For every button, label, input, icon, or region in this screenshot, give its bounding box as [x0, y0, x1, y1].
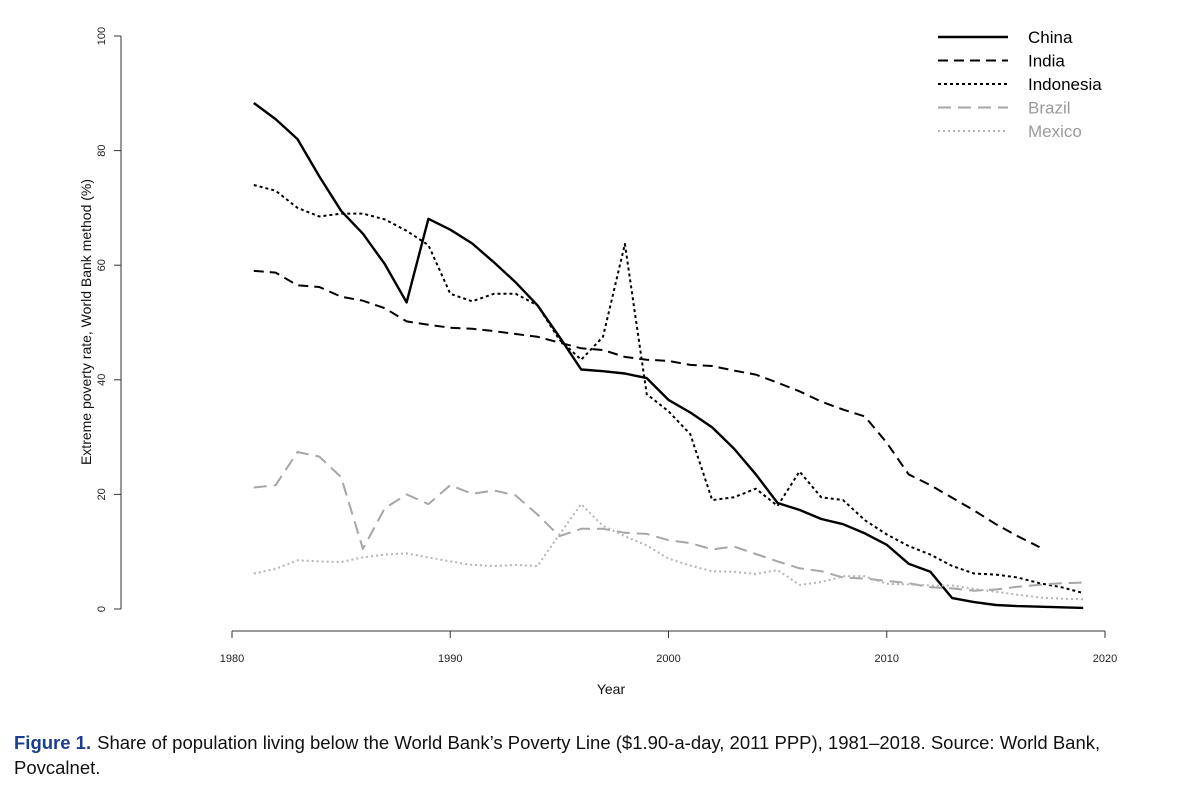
series-line-brazil	[253, 451, 1084, 592]
x-tick-label: 1980	[220, 653, 244, 665]
y-tick-label: 40	[96, 374, 108, 386]
x-tick-label: 2020	[1093, 653, 1117, 665]
plot-lines	[253, 102, 1084, 610]
x-tick-label: 1990	[438, 653, 462, 665]
y-tick-label: 80	[96, 144, 108, 156]
legend-label-indonesia: Indonesia	[1028, 75, 1102, 94]
x-tick-label: 2000	[656, 653, 680, 665]
line-chart: 0 20 40 60 80 100 1980 1990 2000 2010 2020 Year E…	[78, 27, 1117, 697]
y-tick-label: 100	[96, 27, 108, 45]
x-tick-label: 2010	[875, 653, 899, 665]
figure-label: Figure 1.	[14, 732, 92, 753]
caption-text: Share of population living below the Wor…	[14, 732, 1101, 778]
legend-label-china: China	[1028, 28, 1073, 47]
legend-label-mexico: Mexico	[1028, 122, 1082, 141]
y-tick-label: 0	[96, 606, 108, 612]
y-axis-title: Extreme poverty rate, World Bank method …	[78, 179, 94, 465]
y-tick-label: 20	[96, 488, 108, 500]
x-axis: 1980 1990 2000 2010 2020	[220, 630, 1117, 665]
y-tick-label: 60	[96, 259, 108, 271]
series-line-india	[253, 269, 1040, 548]
legend: China India Indonesia Brazil Mexico	[938, 28, 1102, 141]
series-line-china	[253, 102, 1084, 610]
y-axis: 0 20 40 60 80 100	[96, 27, 122, 612]
series-line-mexico	[253, 503, 1084, 601]
legend-label-brazil: Brazil	[1028, 99, 1071, 118]
legend-label-india: India	[1028, 52, 1065, 71]
series-line-indonesia	[253, 184, 1084, 594]
x-axis-title: Year	[597, 681, 626, 697]
figure-caption: Figure 1. Share of population living belo…	[14, 730, 1189, 780]
